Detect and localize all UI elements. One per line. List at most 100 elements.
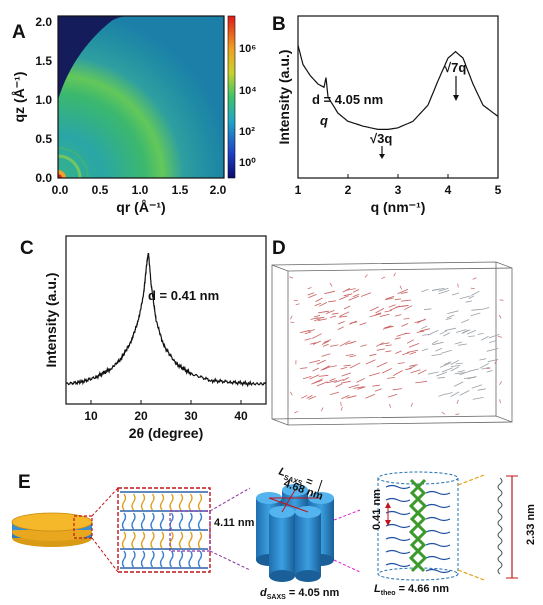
side-chain-left xyxy=(385,523,411,529)
molecule-segment xyxy=(310,317,319,320)
b-anno-d: d = 4.05 nm xyxy=(312,92,383,107)
side-chain-left xyxy=(385,510,411,516)
lamella-strand xyxy=(121,493,127,511)
lamella-strand xyxy=(159,550,165,568)
colorbar-ticks: 10⁶ 10⁴ 10² 10⁰ xyxy=(239,43,257,169)
molecule-segment xyxy=(401,299,412,302)
molecule-segment xyxy=(306,395,313,399)
molecule-segment xyxy=(384,310,392,313)
hexagonal-cylinders xyxy=(256,484,334,582)
side-chain-right xyxy=(425,490,451,496)
molecule-segment xyxy=(329,365,337,368)
molecule-segment xyxy=(311,379,323,385)
molecule-segment xyxy=(331,312,339,315)
molecule-segment xyxy=(416,330,425,333)
molecule-segment xyxy=(375,308,385,314)
molecule-segment xyxy=(456,399,459,404)
lamella-strand xyxy=(178,512,184,530)
lamella-strand xyxy=(150,493,155,511)
molecule-segment xyxy=(468,335,475,337)
lamella-strand xyxy=(188,550,193,568)
molecule-segment xyxy=(289,276,294,279)
lamella-strand xyxy=(131,550,136,568)
a-ytick-2: 1.0 xyxy=(35,93,52,107)
molecule-segment xyxy=(471,384,483,389)
molecule-segment xyxy=(329,378,336,381)
molecule-segment xyxy=(450,366,460,372)
molecule-segment xyxy=(382,368,392,374)
molecule-segment xyxy=(481,367,490,370)
molecule-segment xyxy=(392,388,403,391)
molecule-segment xyxy=(364,274,368,278)
panel-e-label: E xyxy=(18,472,31,493)
molecule-segment xyxy=(487,359,499,363)
molecule-segment xyxy=(307,292,315,296)
molecule-segment xyxy=(290,315,293,320)
molecule-segment xyxy=(343,293,353,297)
molecule-segment xyxy=(324,290,336,295)
lamella-strand xyxy=(197,531,203,549)
molecule-segment xyxy=(397,362,405,364)
molecule-segment xyxy=(318,374,329,377)
side-chain-right xyxy=(425,542,451,548)
molecule-segment xyxy=(470,312,481,317)
molecule-segment xyxy=(405,368,412,371)
molecule-segment xyxy=(372,384,381,387)
molecule-segment xyxy=(302,376,312,380)
molecule-segment xyxy=(369,306,379,312)
molecule-segment xyxy=(290,321,295,323)
molecule-segment xyxy=(455,329,467,333)
purple-zoom-box xyxy=(169,510,211,552)
a-xlabel: qr (Å⁻¹) xyxy=(116,199,165,215)
lamella-strand xyxy=(140,531,146,549)
panel-d-label: D xyxy=(272,238,286,259)
lamella-strand xyxy=(178,550,184,568)
panel-c-frame xyxy=(65,235,267,405)
a-ytick-3: 1.5 xyxy=(35,54,52,68)
molecule-segment xyxy=(431,353,442,356)
molecule-segment xyxy=(438,287,449,292)
x-tick-label: 3 xyxy=(395,183,402,197)
molecule-segment xyxy=(360,344,367,347)
molecule-segment xyxy=(402,352,410,356)
molecule-segment xyxy=(312,367,319,372)
molecule-segment xyxy=(399,285,403,290)
lamella-strand xyxy=(178,531,184,549)
c-anno-d: d = 0.41 nm xyxy=(148,288,219,303)
molecule-segment xyxy=(486,370,493,373)
molecule-segment xyxy=(450,391,460,397)
molecule-segment xyxy=(313,378,324,384)
molecule-segment xyxy=(329,315,337,318)
e-dim-233: 2.33 nm xyxy=(525,504,537,545)
md-simulation-box xyxy=(271,261,513,426)
molecule-segment xyxy=(349,320,357,325)
molecule-segment xyxy=(437,376,446,379)
molecule-segment xyxy=(389,403,392,408)
cbar-tick-2: 10² xyxy=(239,126,255,138)
molecule-segment xyxy=(421,325,428,330)
molecule-segment xyxy=(403,318,410,320)
molecule-segment xyxy=(375,312,382,316)
molecule-segment xyxy=(353,386,364,389)
molecule-segment xyxy=(404,305,413,311)
molecule-segment xyxy=(421,289,429,293)
molecule-segment xyxy=(345,341,355,345)
molecule-segment xyxy=(376,362,388,368)
side-chain-left xyxy=(385,549,411,555)
molecule-segment xyxy=(376,348,385,351)
molecule-segment xyxy=(313,315,321,318)
molecule-segment xyxy=(499,399,501,404)
lamella-strand xyxy=(121,512,127,530)
c-xlabel: 2θ (degree) xyxy=(129,425,203,441)
molecule-segment xyxy=(309,359,321,364)
molecule-segment xyxy=(387,377,396,379)
molecule-segment xyxy=(340,366,348,370)
molecule-segment xyxy=(458,343,467,346)
lamella-strand xyxy=(150,550,155,568)
side-chain-right xyxy=(425,503,451,509)
molecule-segment xyxy=(349,355,357,358)
lamella-strand xyxy=(150,531,155,549)
c-ylabel: Intensity (a.u.) xyxy=(43,273,59,368)
molecule-segment xyxy=(339,340,351,347)
